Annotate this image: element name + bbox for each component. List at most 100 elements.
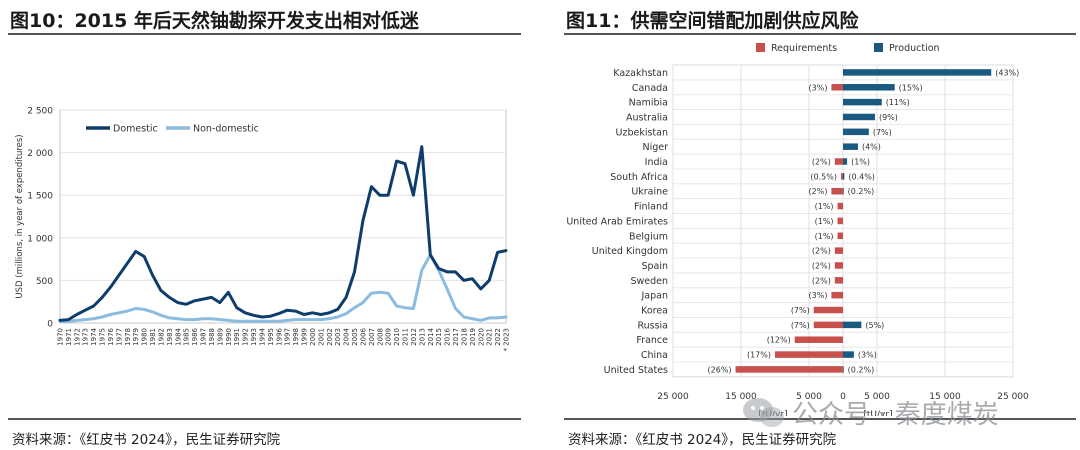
production-bar — [843, 187, 844, 195]
x-tick-label: 2001 — [317, 328, 325, 346]
country-label: United States — [604, 365, 668, 376]
x-tick-label: 1992 — [242, 328, 250, 346]
x-tick-label: 2000 — [309, 328, 317, 346]
country-label: Canada — [632, 83, 668, 94]
x-tick-label: 2006 — [359, 327, 367, 345]
x-tick-label: 2010 — [393, 328, 401, 346]
production-bar — [843, 321, 862, 329]
x-tick-label: 1984 — [174, 327, 182, 345]
x-tick-label: 2021 — [486, 328, 494, 346]
legend-swatch — [756, 43, 765, 52]
requirement-bar — [834, 247, 843, 254]
x-tick-label: 1986 — [191, 327, 199, 345]
title-rule — [564, 33, 1076, 35]
x-tick-label: 1996 — [275, 327, 283, 345]
title-rule — [8, 33, 521, 35]
x-tick-label: 1978 — [124, 328, 132, 346]
requirement-share-label: (1%) — [815, 202, 834, 211]
x-tick-label: 2009 — [385, 328, 393, 346]
production-share-label: (0.2%) — [848, 187, 875, 196]
y-axis-label: USD (millions, in year of expenditures) — [15, 134, 25, 298]
requirement-share-label: (3%) — [809, 83, 828, 92]
x-tick-label: 1971 — [65, 328, 73, 346]
x-tick-label: 2016 — [444, 327, 452, 345]
x-tick-label: 1983 — [166, 328, 174, 346]
requirement-bar — [840, 173, 843, 180]
production-share-label: (11%) — [886, 98, 910, 107]
x-tick-label: 1981 — [149, 328, 157, 346]
x-tick-label: 1975 — [99, 328, 107, 346]
x-tick-label: 1976 — [107, 327, 115, 345]
requirement-share-label: (2%) — [812, 247, 831, 256]
x-tick-label: 2015 — [435, 328, 443, 346]
country-label: Finland — [634, 202, 668, 213]
x-tick-label: 2019 — [469, 328, 477, 346]
requirement-bar — [834, 262, 843, 269]
y-tick-label: 0 — [47, 320, 53, 330]
country-label: Ukraine — [631, 187, 668, 198]
requirement-share-label: (7%) — [791, 321, 810, 330]
requirement-bar — [837, 232, 843, 240]
production-share-label: (4%) — [862, 143, 881, 152]
production-bar — [843, 366, 844, 373]
requirement-bar — [794, 336, 843, 343]
requirement-share-label: (2%) — [809, 187, 828, 196]
requirement-bar — [837, 202, 843, 210]
requirement-bar — [834, 277, 843, 284]
requirement-bar — [775, 351, 843, 358]
x-tick-label: 0 — [840, 392, 846, 402]
watermark: 公众号 · 秦度煤炭 — [740, 392, 1070, 432]
requirement-share-label: (26%) — [708, 365, 732, 374]
x-tick-label: 2004 — [343, 327, 351, 345]
x-tick-label: 25 000 — [657, 392, 689, 402]
x-tick-label: 2012 — [410, 328, 418, 346]
production-share-label: (43%) — [995, 68, 1019, 77]
x-tick-label: 1988 — [208, 328, 216, 346]
x-tick-label: 2013 — [418, 328, 426, 346]
production-bar — [843, 69, 992, 76]
y-tick-label: 1 500 — [27, 192, 53, 202]
x-tick-label: 1973 — [82, 328, 90, 346]
x-tick-label: 1993 — [250, 328, 258, 346]
exploration-expenditure-line-chart: 0 500 1 000 1 500 2 000 2 500 USD (millions, i… — [15, 107, 511, 352]
requirement-share-label: (2%) — [812, 261, 831, 270]
legend-label: Production — [889, 43, 940, 54]
supply-demand-bar-chart: 25 000 15 000 5 000 0 5 000 15 000 25 000 [tU/y… — [566, 43, 1029, 416]
x-tick-label: 1990 — [225, 328, 233, 346]
country-label: United Kingdom — [592, 246, 668, 257]
requirement-bar — [735, 366, 843, 373]
production-share-label: (3%) — [858, 351, 877, 360]
watermark-text: 公众号 · 秦度煤炭 — [792, 400, 999, 430]
x-tick-label: 15 000 — [725, 392, 757, 402]
figure-10-panel: 图10：2015 年后天然铀勘探开发支出相对低迷 0 500 1 000 1 500 2… — [0, 0, 525, 450]
x-tick-label: 1980 — [141, 328, 149, 346]
figure-10-title: 图10：2015 年后天然铀勘探开发支出相对低迷 — [10, 10, 419, 32]
source-rule — [8, 418, 521, 420]
requirement-bar — [831, 84, 843, 91]
x-tick-label: 2002 — [326, 328, 334, 346]
x-tick-label: 2020 — [477, 328, 485, 346]
x-tick-label: 2018 — [460, 328, 468, 346]
figure-11-panel: 图11：供需空间错配加剧供应风险 25 000 15 000 5 000 0 5 000… — [556, 0, 1080, 450]
country-label: Niger — [642, 142, 668, 153]
country-label: Uzbekistan — [616, 127, 668, 138]
x-tick-label: 1982 — [157, 328, 165, 346]
production-share-label: (15%) — [899, 83, 923, 92]
x-tick-label: 1997 — [284, 328, 292, 346]
requirement-share-label: (1%) — [815, 217, 834, 226]
x-unit-left: [tU/yr] — [758, 410, 787, 416]
plot-frame — [59, 109, 507, 324]
x-unit-right: [tU/yr] — [863, 410, 892, 416]
x-tick-label: 2022 — [494, 328, 502, 346]
country-label: Spain — [641, 261, 668, 272]
production-bar — [843, 143, 858, 150]
country-label: South Africa — [610, 172, 668, 183]
requirement-share-label: (0.5%) — [810, 172, 837, 181]
x-tick-label: 5 000 — [864, 392, 890, 402]
requirement-bar — [837, 217, 843, 225]
wechat-icon — [743, 398, 784, 427]
production-share-label: (5%) — [865, 321, 884, 330]
figure-11-source: 资料来源：《红皮书 2024》，民生证券研究院 — [568, 432, 837, 448]
requirement-share-label: (3%) — [809, 291, 828, 300]
x-tick-label: 1989 — [216, 328, 224, 346]
